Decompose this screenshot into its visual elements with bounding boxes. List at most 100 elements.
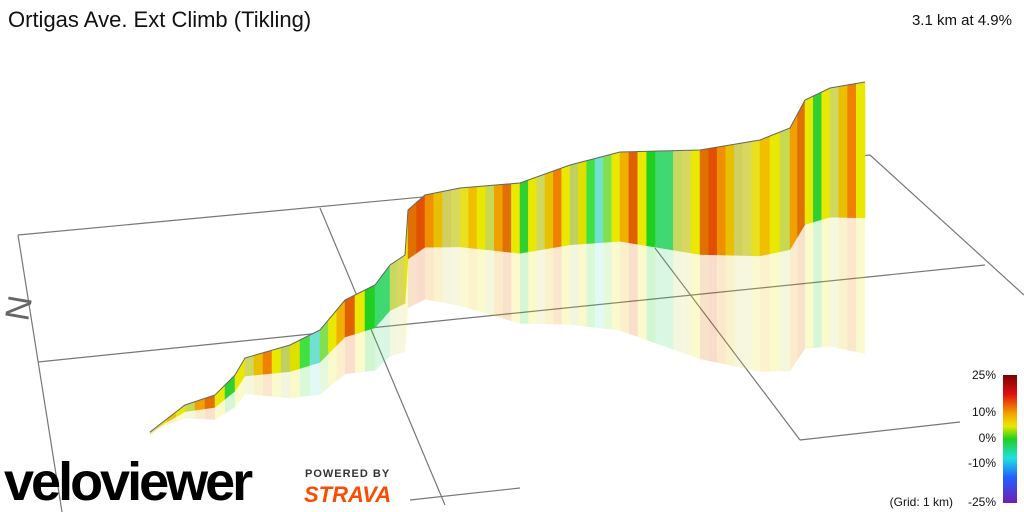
ribbon-segment [628,151,639,245]
ribbon-segment [416,194,426,254]
ribbon-segment [502,183,512,253]
ribbon-segment [779,127,791,253]
ribbon-segment [690,149,701,255]
ribbon-segment [460,246,469,309]
ribbon-segment [225,391,235,414]
ribbon-segment [300,365,310,397]
ribbon-segment [544,170,554,250]
ribbon-segment [681,149,692,254]
ribbon-segment [725,255,735,367]
ribbon-segment [519,179,529,254]
ribbon-segment [382,310,390,364]
ribbon-segment [586,158,596,244]
ribbon-segment [451,187,461,248]
ribbon-segment [751,255,760,372]
ribbon-segment [195,408,205,420]
ribbon-segment [328,345,337,388]
powered-by: POWERED BY [305,468,390,480]
ribbon-segment [528,250,537,324]
compass: N [0,293,40,324]
ribbon-segment [655,150,665,249]
ribbon-segment [553,167,562,248]
ribbon-segment [272,372,281,398]
ribbon-segment [528,176,537,253]
ribbon-segment [416,247,425,304]
ribbon-segment [595,242,604,329]
ribbon-segment [619,151,630,244]
ribbon-segment [691,253,700,359]
ribbon-segment [494,250,503,319]
ribbon-segment [716,145,726,256]
ribbon-segment [790,237,798,372]
ribbon-segment [511,182,521,254]
ribbon-segment [742,141,752,256]
grid-line [319,207,446,506]
ribbon-segment [375,319,383,371]
ribbon-segment [769,131,781,255]
ribbon-segment [734,255,743,369]
ribbon-segment [290,368,300,399]
ribbon-segment [424,192,434,248]
ribbon-edge [149,81,866,433]
ribbon-segment [673,150,683,252]
ribbon-segment [637,151,647,246]
grid-line [17,154,1024,296]
ribbon-segment [646,150,656,248]
ribbon-segment [425,247,434,302]
ribbon-segment [536,249,545,325]
ribbon-segment [245,375,254,395]
ribbon-segment [320,353,329,395]
ribbon-segment [569,162,579,246]
ribbon-segment [742,255,752,370]
ribbon-segment [655,247,665,347]
ribbon-segment [628,242,638,337]
ribbon-segment [717,254,726,365]
ribbon-segment [829,86,839,218]
ribbon-segment [734,142,744,256]
ribbon-segment [760,253,770,372]
ribbon-segment [309,329,321,366]
ground-grid [17,154,1024,512]
ribbon-segment [561,164,571,247]
ribbon-segment [797,224,805,361]
ribbon-segment [476,185,486,250]
ribbon-segment [494,184,504,252]
ribbon-segment [167,416,177,426]
ribbon-segment [485,249,495,316]
ribbon-segment [468,186,478,250]
ribbon-segment [150,427,159,436]
ribbon-segment [235,376,245,408]
ribbon-segment [646,245,656,344]
ribbon-segment [280,344,291,373]
ribbon-segment [408,253,417,309]
ribbon-segment [603,153,612,243]
brand-logo: veloviewer [4,452,253,512]
ribbon-segment [502,251,512,322]
ribbon-segment [770,251,780,372]
grid-line [37,264,986,363]
ribbon-segment [511,252,520,324]
ribbon-segment [344,294,356,338]
ribbon-segment [708,146,718,256]
ribbon-segment [545,247,554,325]
ribbon-segment [485,184,495,251]
ribbon-segment [477,248,486,314]
ribbon-segment [700,254,709,361]
legend-label: -10% [968,456,996,470]
ribbon-segment [215,399,225,420]
ribbon-segment [433,191,443,248]
ribbon-segment [813,91,822,223]
ribbon-segment [780,249,790,372]
ribbon-segment [345,333,355,375]
ribbon-segment [699,148,709,255]
ribbon-segment [390,307,398,357]
grid-line [654,247,801,441]
ribbon-segment [263,373,272,397]
ribbon-segment [336,299,346,347]
ribbon-segment [813,219,822,349]
ribbon-segment [561,244,570,325]
ribbon-segment [185,410,195,419]
partner-logo: STRAVA [304,482,391,507]
